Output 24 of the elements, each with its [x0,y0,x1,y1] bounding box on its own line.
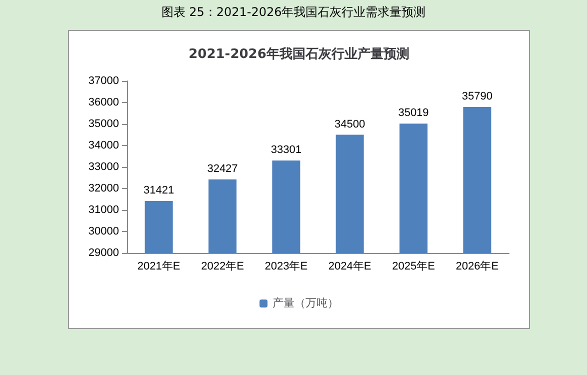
y-tick-label: 30000 [88,226,119,238]
chart-subtitle: 2021-2026年我国石灰行业产量预测 [188,46,410,62]
data-label: 35790 [462,90,492,103]
data-label: 34500 [334,118,366,130]
data-label: 35019 [398,107,429,120]
x-tick-label: 2023年E [264,260,308,272]
data-label: 33301 [270,144,302,156]
chart-title: 图表 25：2021-2026年我国石灰行业需求量预测 [160,4,427,21]
y-tick-label: 32000 [88,182,119,194]
data-label: 32427 [207,162,238,175]
y-tick-label: 35000 [88,118,119,130]
y-tick-label: 31000 [88,204,119,216]
y-tick-label: 37000 [88,75,119,87]
x-tick-label: 2026年E [456,260,499,272]
y-tick-label: 33000 [88,161,119,173]
legend-label: 产量（万吨） [272,296,338,310]
x-tick-label: 2024年E [328,260,372,272]
data-label: 31421 [144,184,174,196]
x-tick-label: 2025年E [392,260,435,272]
y-tick-label: 36000 [88,96,119,108]
y-tick-label: 34000 [88,140,119,152]
y-tick-label: 29000 [88,247,119,259]
x-tick-label: 2022年E [201,260,244,272]
x-tick-label: 2021年E [137,260,180,272]
